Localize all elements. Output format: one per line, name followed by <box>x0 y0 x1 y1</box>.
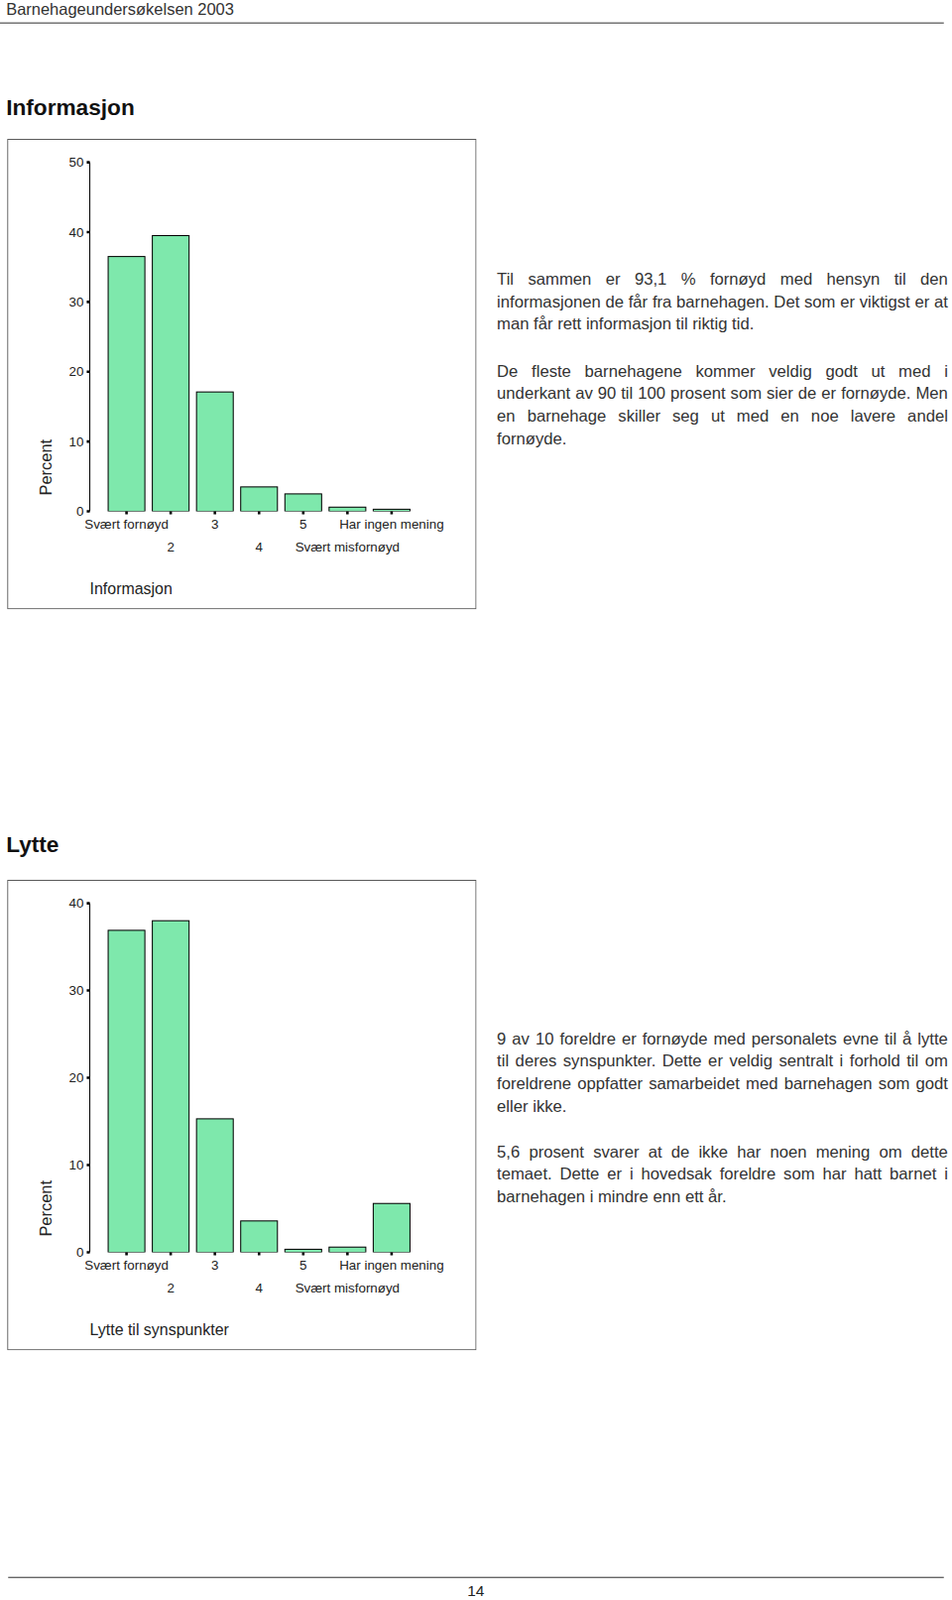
x-tick <box>346 510 350 514</box>
bars <box>108 235 410 511</box>
x-tick-label: Svært misfornøyd <box>295 1280 400 1296</box>
bar-chart: 0 10 20 30 40 50 Svært fornøyd 2 3 4 5 Svært misfor… <box>6 138 476 609</box>
x-tick <box>257 1252 261 1256</box>
y-axis-title: Percent <box>36 438 55 495</box>
y-tick <box>86 1163 90 1167</box>
y-tick-label: 20 <box>68 1070 84 1085</box>
x-axis-title: Lytte til synspunkter <box>90 1320 231 1338</box>
y-tick-label: 40 <box>68 895 84 911</box>
bar <box>284 493 322 512</box>
y-tick-label: 30 <box>68 294 84 310</box>
y-tick-label: 40 <box>68 225 84 240</box>
bar <box>108 930 145 1253</box>
x-tick-label: Svært fornøyd <box>84 1257 169 1273</box>
x-tick <box>124 510 128 514</box>
y-tick <box>86 440 90 444</box>
y-tick <box>86 369 90 373</box>
x-tick <box>169 510 173 514</box>
bar <box>240 486 278 512</box>
paragraph: De fleste barnehagene kommer veldig godt… <box>496 358 949 450</box>
bar <box>284 1248 322 1252</box>
y-tick-label: 20 <box>68 363 84 379</box>
x-tick-label: 3 <box>211 1257 219 1273</box>
x-tick-label: Svært fornøyd <box>84 516 169 532</box>
x-tick <box>124 1252 128 1256</box>
bar <box>372 508 410 511</box>
y-axis <box>89 162 91 512</box>
y-tick-label: 0 <box>76 1244 84 1260</box>
x-tick <box>302 1252 306 1256</box>
x-axis-title: Informasjon <box>90 580 173 597</box>
bar <box>152 235 190 511</box>
bar <box>329 1246 366 1252</box>
x-tick <box>390 510 394 514</box>
footer-rule <box>7 1576 945 1578</box>
x-tick <box>302 510 306 514</box>
page-header: Barnehageundersøkelsen 2003 <box>5 0 235 20</box>
chart-frame <box>7 138 476 608</box>
y-axis-title: Percent <box>36 1179 55 1236</box>
x-tick <box>213 1252 217 1256</box>
bar <box>152 920 190 1252</box>
section-title: Informasjon <box>5 95 135 122</box>
paragraph: 5,6 prosent svarer at de ikke har noen m… <box>496 1139 949 1207</box>
bar-chart: 0 10 20 30 40 Svært fornøyd 2 3 4 5 Svært misfornø… <box>6 879 476 1350</box>
x-tick-label: 2 <box>166 1280 174 1296</box>
section-title: Lytte <box>5 832 59 859</box>
x-tick <box>346 1252 350 1256</box>
x-tick-label: Har ingen mening <box>339 1257 444 1273</box>
x-tick <box>169 1252 173 1256</box>
y-tick <box>86 160 90 164</box>
x-tick-label: Har ingen mening <box>339 516 444 532</box>
y-tick <box>86 988 90 992</box>
bar <box>196 1118 234 1253</box>
page: Barnehageundersøkelsen 2003 Informasjon Ti… <box>0 0 952 1600</box>
y-tick-label: 10 <box>68 1157 84 1173</box>
y-tick <box>86 300 90 304</box>
chart-frame <box>7 879 476 1349</box>
paragraph: Til sammen er 93,1 % fornøyd med hensyn … <box>496 267 949 336</box>
x-tick-label: Svært misfornøyd <box>295 539 400 555</box>
y-tick <box>86 1250 90 1254</box>
x-tick-label: 5 <box>299 516 307 532</box>
x-tick-label: 3 <box>211 516 219 532</box>
y-tick <box>86 509 90 513</box>
x-tick-label: 4 <box>255 539 264 555</box>
x-tick <box>257 510 261 514</box>
bar <box>196 391 234 511</box>
x-tick-label: 4 <box>255 1280 264 1296</box>
bar <box>372 1202 410 1252</box>
bar <box>329 506 366 511</box>
x-tick <box>213 510 217 514</box>
bar <box>108 256 145 512</box>
y-tick <box>86 901 90 905</box>
y-tick-label: 30 <box>68 982 84 998</box>
page-number: 14 <box>467 1581 484 1599</box>
x-tick-label: 2 <box>166 539 174 555</box>
y-tick-label: 50 <box>68 154 84 170</box>
y-tick <box>86 1075 90 1079</box>
x-tick-label: 5 <box>299 1257 307 1273</box>
x-tick <box>390 1252 394 1256</box>
y-tick-label: 10 <box>68 434 84 450</box>
paragraph: 9 av 10 foreldre er fornøyde med persona… <box>496 1026 949 1117</box>
header-rule <box>0 22 945 24</box>
bar <box>240 1220 278 1253</box>
y-tick-label: 0 <box>76 503 84 519</box>
y-tick <box>86 231 90 235</box>
bars <box>108 920 410 1252</box>
